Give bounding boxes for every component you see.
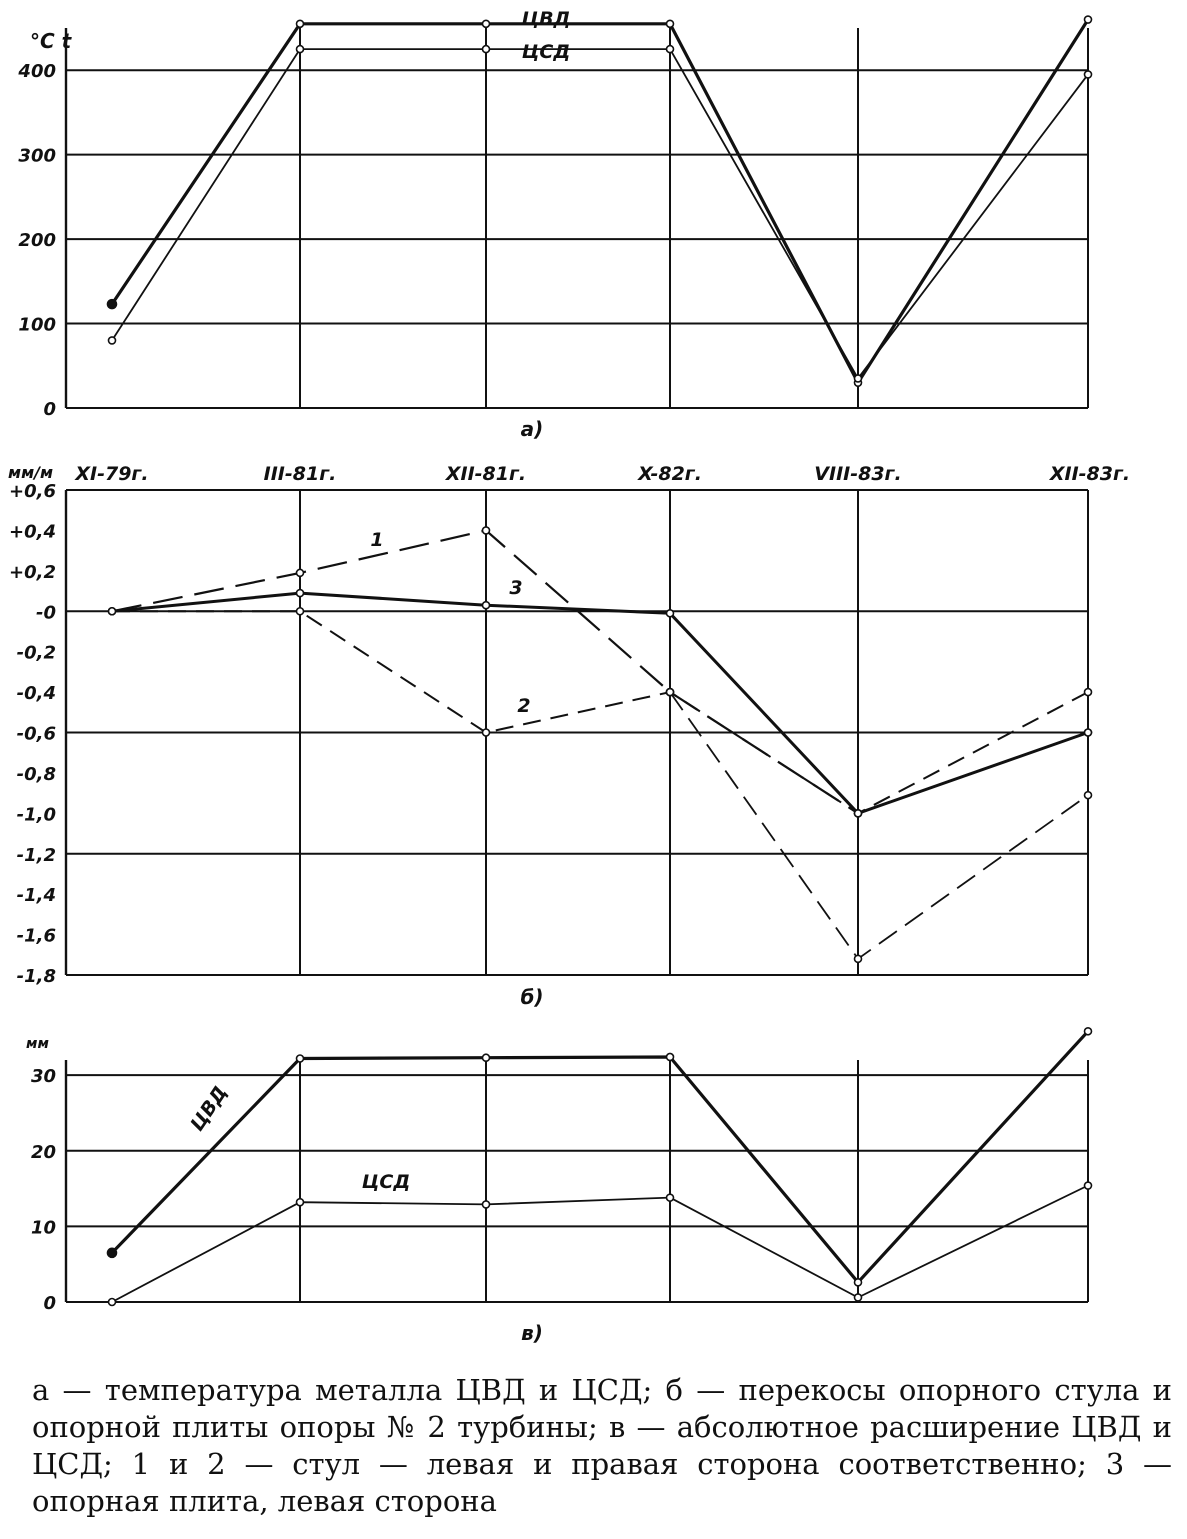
series-label-csd: ЦСД (362, 1171, 411, 1193)
y-tick-label: -0,8 (17, 764, 56, 785)
y-tick-label: +0,6 (9, 481, 56, 502)
data-point (1083, 790, 1093, 800)
y-tick-label: -0 (36, 602, 56, 623)
y-tick-label: +0,2 (9, 562, 56, 583)
data-point (481, 526, 491, 535)
x-category-label: VIII-83г. (814, 463, 901, 485)
y-tick-label: 30 (31, 1066, 56, 1087)
data-point (295, 44, 305, 54)
data-point (106, 1247, 118, 1259)
data-point (1083, 70, 1093, 79)
data-point (665, 608, 675, 618)
data-point (107, 606, 117, 616)
data-point (1083, 1181, 1093, 1190)
data-point (295, 568, 305, 578)
y-tick-label: +0,4 (9, 521, 56, 542)
data-point (853, 1278, 863, 1287)
series-line (111, 1184, 1089, 1303)
panel-a-temperature-chart: 0 100 200 300 400 °С t а) ЦВД ЦСД (17, 8, 1093, 441)
series-line (111, 529, 1089, 815)
y-axis-label: °С t (30, 29, 73, 53)
y-tick-label: 200 (18, 230, 56, 251)
data-point (106, 298, 118, 310)
y-tick-label: 0 (43, 1293, 56, 1314)
x-category-label: XII-81г. (445, 463, 526, 485)
data-point (1083, 15, 1093, 24)
data-point (481, 728, 491, 737)
figure-caption: а — температура металла ЦВД и ЦСД; б — п… (32, 1373, 1172, 1518)
data-point (853, 374, 863, 383)
data-point (481, 19, 491, 29)
panel-label: в) (521, 1321, 543, 1345)
data-point (1083, 728, 1093, 737)
panel-c-expansion-chart: 0 10 20 30 мм в) ЦВД ЦСД (26, 1026, 1093, 1345)
data-point (481, 1200, 491, 1209)
series-line (110, 18, 1090, 385)
y-tick-label: -1,4 (17, 885, 56, 906)
y-tick-label: -1,6 (17, 926, 56, 947)
x-category-label: XII-83г. (1049, 463, 1130, 485)
data-point (295, 588, 305, 598)
panel-label: б) (520, 985, 543, 1009)
y-tick-label: -1,2 (17, 845, 56, 866)
y-tick-label: 100 (18, 315, 56, 336)
data-point (481, 1053, 491, 1063)
series-label-csd: ЦСД (522, 41, 571, 63)
series-label-cvd: ЦВД (521, 8, 570, 30)
data-point (481, 44, 491, 54)
data-point (295, 606, 305, 616)
x-category-label: III-81г. (264, 463, 337, 485)
data-point (853, 1293, 863, 1302)
data-point (665, 44, 675, 54)
y-tick-label: 10 (31, 1217, 56, 1238)
y-tick-label: 300 (18, 146, 56, 167)
y-tick-label: 20 (31, 1142, 56, 1163)
data-point (853, 809, 863, 818)
x-category-label: XI-79г. (74, 463, 148, 485)
data-point (295, 19, 305, 29)
y-axis-label: мм/м (8, 463, 53, 482)
data-point (665, 1052, 675, 1062)
panel-b-skew-chart: +0,6 +0,4 +0,2 -0 -0,2 -0,4 -0,6 -0,8 -1,0 -1,2 -1… (8, 463, 1130, 1009)
x-category-label: X-82г. (637, 463, 702, 485)
data-point (107, 1297, 117, 1307)
y-tick-label: -1,8 (17, 966, 56, 987)
data-point (295, 1197, 305, 1207)
data-point (107, 336, 117, 345)
series-line (111, 591, 1089, 815)
data-point (853, 954, 863, 964)
y-axis-label: мм (26, 1036, 49, 1052)
data-point (665, 687, 675, 697)
data-point (1083, 687, 1093, 697)
data-point (481, 600, 491, 610)
y-tick-label: -1,0 (17, 804, 56, 825)
series-line (111, 48, 1089, 380)
series-label-2: 2 (517, 695, 530, 717)
data-point (665, 1193, 675, 1202)
y-tick-label: -0,4 (17, 683, 56, 704)
data-point (1083, 1026, 1093, 1036)
series-label-cvd: ЦВД (186, 1082, 232, 1135)
series-label-1: 1 (370, 529, 383, 551)
y-tick-label: -0,2 (17, 643, 56, 664)
data-point (665, 19, 675, 29)
y-tick-label: 400 (17, 61, 56, 82)
series-label-3: 3 (509, 577, 522, 599)
y-tick-label: 0 (43, 399, 56, 420)
series-line (110, 1030, 1090, 1284)
series-line (112, 610, 1089, 815)
panel-label: а) (521, 417, 544, 441)
data-point (295, 1054, 305, 1063)
y-tick-label: -0,6 (17, 724, 56, 745)
